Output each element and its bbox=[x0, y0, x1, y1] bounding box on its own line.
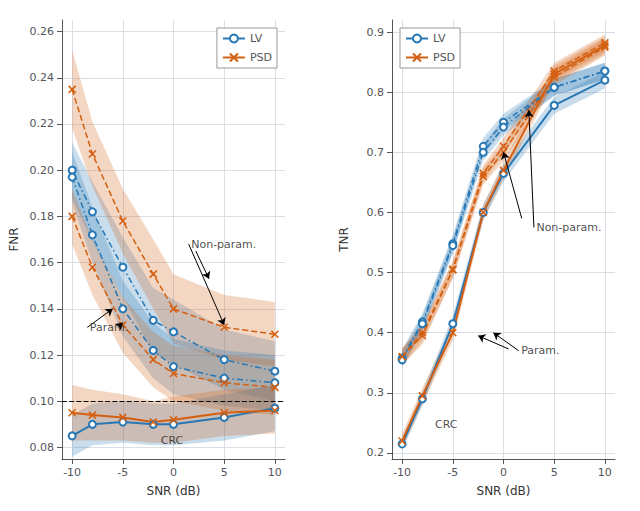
svg-text:0.26: 0.26 bbox=[30, 25, 55, 38]
svg-text:0.10: 0.10 bbox=[30, 395, 55, 408]
svg-text:10: 10 bbox=[598, 466, 612, 479]
svg-text:FNR: FNR bbox=[7, 227, 21, 251]
svg-text:Param.: Param. bbox=[90, 321, 128, 334]
svg-text:CRC: CRC bbox=[435, 418, 458, 431]
svg-text:0: 0 bbox=[170, 466, 177, 479]
svg-text:0.2: 0.2 bbox=[367, 446, 385, 459]
svg-text:Non-param.: Non-param. bbox=[191, 238, 256, 251]
svg-text:SNR (dB): SNR (dB) bbox=[147, 484, 201, 498]
svg-text:-10: -10 bbox=[393, 466, 411, 479]
svg-text:0.20: 0.20 bbox=[30, 164, 55, 177]
svg-text:PSD: PSD bbox=[250, 51, 272, 64]
svg-text:0.4: 0.4 bbox=[367, 326, 385, 339]
svg-text:CRC: CRC bbox=[161, 434, 184, 447]
svg-text:-5: -5 bbox=[117, 466, 128, 479]
svg-text:0.16: 0.16 bbox=[30, 256, 55, 269]
svg-text:Non-param.: Non-param. bbox=[536, 221, 601, 234]
svg-text:0.22: 0.22 bbox=[30, 117, 55, 130]
svg-text:0.9: 0.9 bbox=[367, 26, 385, 39]
svg-text:0.14: 0.14 bbox=[30, 302, 55, 315]
svg-text:PSD: PSD bbox=[433, 51, 455, 64]
svg-text:0.24: 0.24 bbox=[30, 71, 55, 84]
svg-text:-10: -10 bbox=[63, 466, 81, 479]
svg-text:5: 5 bbox=[551, 466, 558, 479]
svg-text:0.3: 0.3 bbox=[367, 386, 385, 399]
svg-text:-5: -5 bbox=[447, 466, 458, 479]
svg-text:0.6: 0.6 bbox=[367, 206, 385, 219]
svg-text:5: 5 bbox=[221, 466, 228, 479]
svg-text:0: 0 bbox=[500, 466, 507, 479]
svg-text:0.08: 0.08 bbox=[30, 441, 55, 454]
svg-text:SNR (dB): SNR (dB) bbox=[477, 484, 531, 498]
svg-text:0.7: 0.7 bbox=[367, 146, 385, 159]
svg-text:0.12: 0.12 bbox=[30, 349, 55, 362]
svg-text:Param.: Param. bbox=[521, 344, 559, 357]
svg-text:0.8: 0.8 bbox=[367, 86, 385, 99]
svg-text:10: 10 bbox=[268, 466, 282, 479]
svg-text:LV: LV bbox=[250, 32, 263, 45]
svg-text:0.18: 0.18 bbox=[30, 210, 55, 223]
svg-text:0.5: 0.5 bbox=[367, 266, 385, 279]
svg-text:LV: LV bbox=[433, 32, 446, 45]
svg-text:TNR: TNR bbox=[337, 227, 351, 253]
